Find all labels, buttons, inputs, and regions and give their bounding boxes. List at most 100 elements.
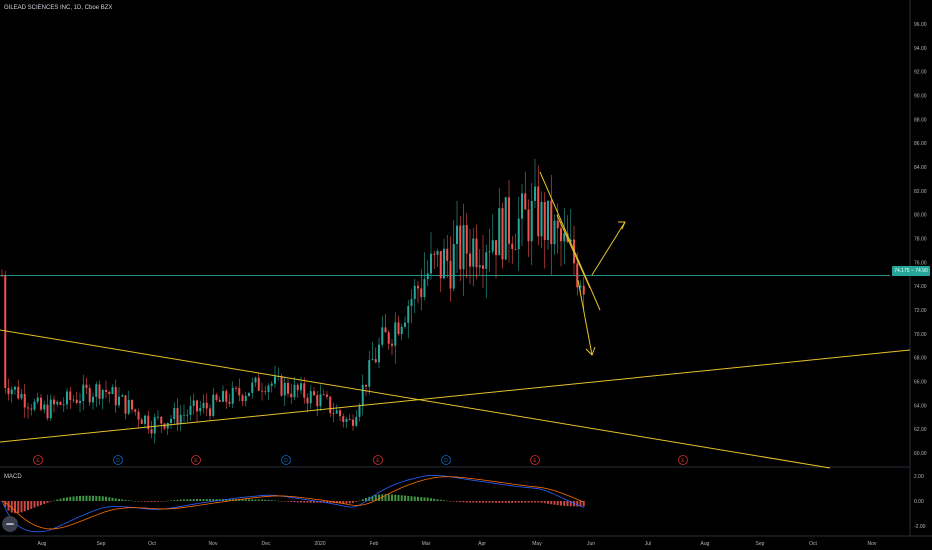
macd-histogram-bar — [17, 501, 20, 514]
macd-histogram-bar — [209, 499, 211, 501]
macd-histogram-bar — [417, 496, 419, 501]
x-tick-label: Mar — [422, 541, 431, 547]
macd-histogram-bar — [108, 497, 111, 501]
macd-histogram-bar — [114, 498, 117, 501]
candle-body — [170, 419, 172, 423]
candle-body — [374, 359, 377, 363]
candle-body — [72, 399, 75, 401]
macd-histogram-bar — [449, 501, 452, 502]
candle-body — [228, 401, 231, 404]
macd-histogram-bar — [303, 501, 306, 503]
candle-body — [387, 332, 390, 344]
candle-body — [293, 384, 296, 398]
macd-y-tick-label: 0.00 — [914, 499, 924, 505]
macd-histogram-bar — [397, 495, 400, 501]
event-marker-label: E — [533, 458, 537, 464]
candle-body — [235, 387, 237, 389]
y-tick-label: 84.00 — [914, 165, 927, 171]
candle-body — [436, 250, 439, 255]
macd-histogram-bar — [475, 501, 478, 503]
tradingview-logo-icon[interactable] — [2, 516, 18, 532]
macd-histogram-bar — [105, 496, 107, 501]
candle-body — [10, 389, 13, 395]
macd-histogram-bar — [511, 501, 514, 503]
macd-histogram-bar — [313, 501, 315, 503]
macd-histogram-bar — [20, 501, 23, 513]
y-tick-label: 74.00 — [914, 284, 927, 290]
trend-line — [577, 279, 593, 356]
event-marker — [678, 455, 688, 465]
macd-histogram-bar — [361, 499, 364, 501]
macd-histogram-bar — [53, 500, 55, 502]
macd-histogram-bar — [352, 501, 354, 503]
macd-line — [1, 475, 584, 533]
macd-histogram-bar — [228, 499, 231, 501]
macd-histogram-bar — [543, 501, 546, 504]
trend-line — [539, 171, 601, 311]
macd-histogram-bar — [290, 501, 293, 502]
candle-body — [524, 193, 527, 210]
candle-body — [79, 400, 81, 403]
macd-histogram-bar — [160, 501, 163, 502]
candle-body — [397, 322, 400, 335]
candle-body — [1, 275, 3, 277]
candle-body — [147, 415, 150, 430]
candle-body — [430, 253, 432, 274]
candle-body — [66, 391, 68, 405]
event-marker — [191, 455, 201, 465]
macd-histogram-bar — [326, 501, 328, 503]
macd-histogram-bar — [82, 495, 85, 501]
x-tick-label: Aug — [38, 541, 47, 547]
macd-histogram-bar — [491, 501, 494, 503]
macd-histogram-bar — [95, 495, 98, 501]
macd-histogram-bar — [309, 501, 312, 503]
candle-body — [488, 251, 491, 253]
candle-body — [504, 197, 507, 260]
macd-signal-line — [1, 476, 584, 530]
macd-histogram-bar — [355, 501, 358, 502]
event-marker — [281, 455, 291, 465]
macd-histogram-bar — [358, 500, 361, 502]
macd-histogram-bar — [293, 501, 296, 503]
macd-histogram-bar — [59, 498, 62, 501]
candle-body — [309, 391, 312, 404]
x-tick-label: Oct — [148, 541, 156, 547]
y-tick-label: 86.00 — [914, 141, 927, 147]
candle-body — [82, 384, 85, 401]
y-tick-label: 70.00 — [914, 332, 927, 338]
macd-histogram-bar — [225, 499, 228, 501]
candle-body — [462, 225, 465, 270]
macd-histogram-bar — [131, 500, 133, 502]
macd-histogram-bar — [7, 501, 10, 511]
candle-body — [495, 240, 497, 256]
candle-body — [241, 395, 244, 402]
x-tick-label: Nov — [209, 541, 218, 547]
candle-body — [46, 404, 49, 419]
macd-histogram-bar — [56, 499, 59, 501]
macd-histogram-bar — [274, 500, 276, 501]
x-tick-label: 2020 — [314, 541, 325, 547]
candle-body — [348, 419, 351, 420]
macd-histogram-bar — [157, 501, 159, 502]
macd-histogram-bar — [92, 495, 94, 501]
macd-histogram-bar — [394, 494, 397, 501]
candle-body — [417, 285, 419, 289]
macd-histogram-bar — [371, 495, 374, 501]
macd-histogram-bar — [248, 499, 250, 501]
macd-histogram-bar — [504, 501, 507, 503]
candle-body — [475, 238, 478, 268]
candle-body — [365, 384, 367, 387]
x-tick-label: May — [532, 541, 542, 547]
macd-histogram-bar — [469, 501, 471, 503]
candle-body — [352, 419, 354, 426]
candle-body — [491, 240, 494, 252]
candle-body — [537, 186, 540, 237]
macd-histogram-bar — [85, 495, 88, 501]
trend-line — [0, 349, 911, 443]
candle-body — [49, 399, 52, 419]
macd-histogram-bar — [485, 501, 488, 503]
y-tick-label: 82.00 — [914, 189, 927, 195]
y-tick-label: 94.00 — [914, 46, 927, 52]
candle-body — [553, 220, 556, 245]
